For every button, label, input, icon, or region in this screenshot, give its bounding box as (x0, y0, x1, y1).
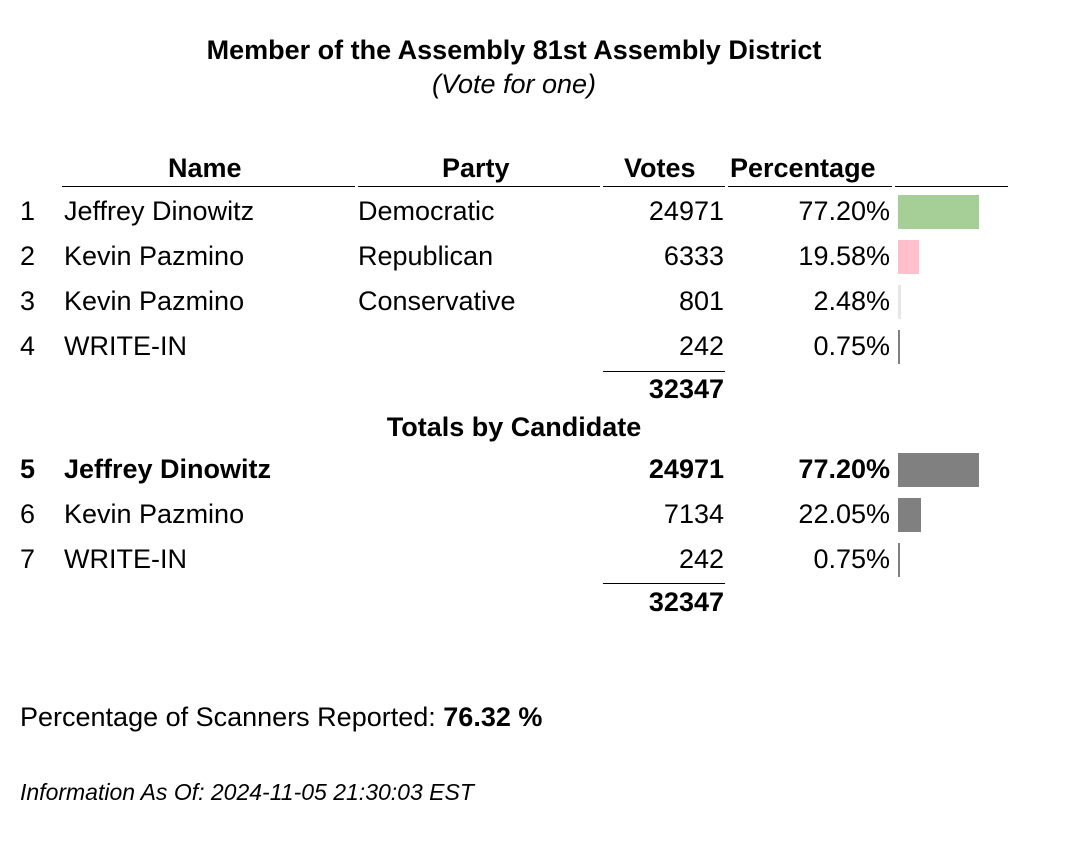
vote-percentage: 77.20% (798, 454, 890, 484)
party-total-votes: 32347 (648, 374, 724, 404)
information-as-of: Information As Of: 2024-11-05 21:30:03 E… (20, 779, 474, 805)
row-number: 3 (20, 286, 36, 316)
candidate-name: Kevin Pazmino (64, 241, 245, 271)
vote-count: 6333 (663, 241, 724, 271)
vote-count: 242 (678, 331, 724, 361)
row-number: 2 (20, 241, 36, 271)
result-row-winner: 5 Jeffrey Dinowitz 24971 77.20% (0, 450, 1088, 488)
row-number: 7 (20, 544, 36, 574)
row-number: 5 (20, 454, 36, 484)
result-row: 7 WRITE-IN 242 0.75% (0, 540, 1088, 578)
percentage-bar (898, 240, 919, 274)
party-name: Democratic (358, 196, 495, 226)
candidate-name: Jeffrey Dinowitz (64, 454, 272, 484)
vote-count: 24971 (648, 454, 724, 484)
vote-percentage: 19.58% (798, 241, 890, 271)
header-underline-percentage (728, 186, 892, 187)
party-name: Conservative (358, 286, 516, 316)
header-party: Party (442, 153, 510, 183)
percentage-bar (898, 498, 922, 532)
scanners-value: 76.32 % (443, 702, 543, 732)
header-underline-party (358, 186, 600, 187)
scanners-label: Percentage of Scanners Reported: (20, 702, 436, 732)
candidate-name: WRITE-IN (64, 544, 187, 574)
total-rule (603, 583, 725, 584)
vote-count: 801 (678, 286, 724, 316)
candidate-name: Kevin Pazmino (64, 286, 245, 316)
candidate-name: WRITE-IN (64, 331, 187, 361)
candidate-name: Jeffrey Dinowitz (64, 196, 255, 226)
row-number: 4 (20, 331, 36, 361)
result-row: 2 Kevin Pazmino Republican 6333 19.58% (0, 237, 1088, 275)
contest-title: Member of the Assembly 81st Assembly Dis… (206, 35, 822, 65)
vote-percentage: 0.75% (813, 544, 890, 574)
contest-subtitle: (Vote for one) (431, 69, 597, 99)
vote-percentage: 77.20% (798, 196, 890, 226)
vote-percentage: 22.05% (798, 499, 890, 529)
result-row: 3 Kevin Pazmino Conservative 801 2.48% (0, 282, 1088, 320)
total-rule (603, 371, 725, 372)
candidate-name: Kevin Pazmino (64, 499, 245, 529)
row-number: 6 (20, 499, 36, 529)
vote-percentage: 0.75% (813, 331, 890, 361)
percentage-bar (898, 453, 980, 487)
vote-count: 7134 (663, 499, 724, 529)
header-underline-name (62, 186, 355, 187)
scanners-reported: Percentage of Scanners Reported: 76.32 % (20, 700, 542, 734)
header-name: Name (168, 153, 242, 183)
result-row: 4 WRITE-IN 242 0.75% (0, 327, 1088, 365)
header-votes: Votes (624, 153, 696, 183)
header-underline-votes (603, 186, 725, 187)
percentage-bar (898, 330, 900, 364)
header-underline-bar (895, 186, 1008, 187)
percentage-bar (898, 195, 980, 229)
percentage-bar (898, 285, 901, 319)
row-number: 1 (20, 196, 36, 226)
percentage-bar (898, 543, 900, 577)
header-percentage: Percentage (730, 153, 876, 183)
candidate-total-votes: 32347 (648, 587, 724, 617)
vote-count: 24971 (648, 196, 724, 226)
vote-percentage: 2.48% (813, 286, 890, 316)
result-row: 1 Jeffrey Dinowitz Democratic 24971 77.2… (0, 192, 1088, 230)
party-name: Republican (358, 241, 494, 271)
result-row: 6 Kevin Pazmino 7134 22.05% (0, 495, 1088, 533)
vote-count: 242 (678, 544, 724, 574)
candidate-section-title: Totals by Candidate (386, 412, 642, 442)
